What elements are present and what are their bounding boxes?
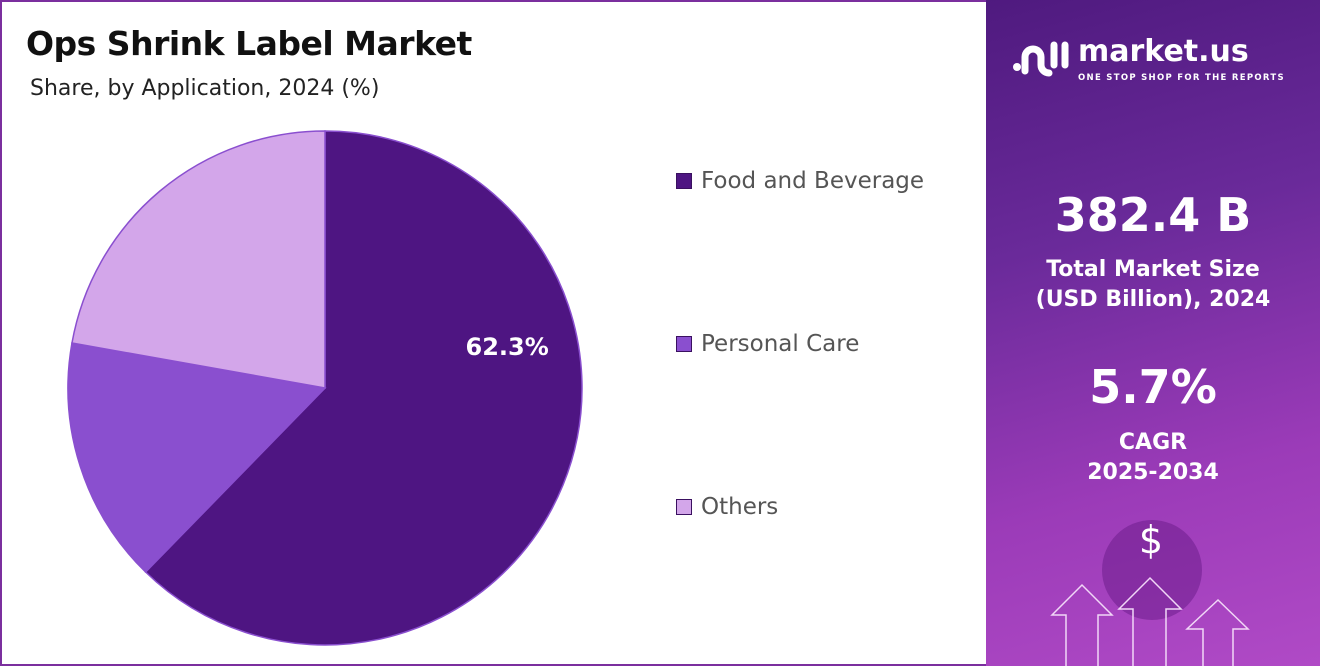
chart-subtitle: Share, by Application, 2024 (%) xyxy=(30,76,380,101)
legend-swatch xyxy=(676,336,692,352)
legend-label: Others xyxy=(701,494,779,520)
logo-name: market.us xyxy=(1078,34,1249,69)
chart-title: Ops Shrink Label Market xyxy=(26,24,472,63)
legend-label: Personal Care xyxy=(701,331,860,357)
dollar-icon: $ xyxy=(1138,518,1164,562)
growth-arrows-icon xyxy=(1050,576,1250,666)
pie-chart: 62.3% xyxy=(67,130,583,646)
market-size-label: Total Market Size xyxy=(1046,257,1260,282)
cagr-period: 2025-2034 xyxy=(1087,460,1219,485)
legend-swatch xyxy=(676,499,692,515)
market-us-logo: market.us ONE STOP SHOP FOR THE REPORTS xyxy=(1012,34,1285,84)
pie-slice-personal-care xyxy=(67,342,327,574)
coin-circle xyxy=(1102,520,1202,620)
legend-swatch xyxy=(676,173,692,189)
logo-tagline: ONE STOP SHOP FOR THE REPORTS xyxy=(1078,73,1285,83)
pie-slice-others xyxy=(71,130,326,389)
cagr-value: 5.7% xyxy=(1089,360,1217,414)
data-label: 62.3% xyxy=(466,333,549,361)
logo-icon xyxy=(1013,41,1069,77)
legend-item-personal-care: Personal Care xyxy=(676,331,859,357)
cagr-label: CAGR xyxy=(1118,430,1188,455)
legend-label: Food and Beverage xyxy=(701,168,925,194)
legend-item-others: Others xyxy=(676,494,778,520)
market-size-value: 382.4 B xyxy=(1054,188,1252,242)
legend-item-food-and-beverage: Food and Beverage xyxy=(676,168,924,194)
pie-slice-food-and-beverage xyxy=(144,130,583,646)
info-panel: market.us ONE STOP SHOP FOR THE REPORTS … xyxy=(986,0,1320,666)
market-size-label-unit: (USD Billion), 2024 xyxy=(1035,287,1271,312)
